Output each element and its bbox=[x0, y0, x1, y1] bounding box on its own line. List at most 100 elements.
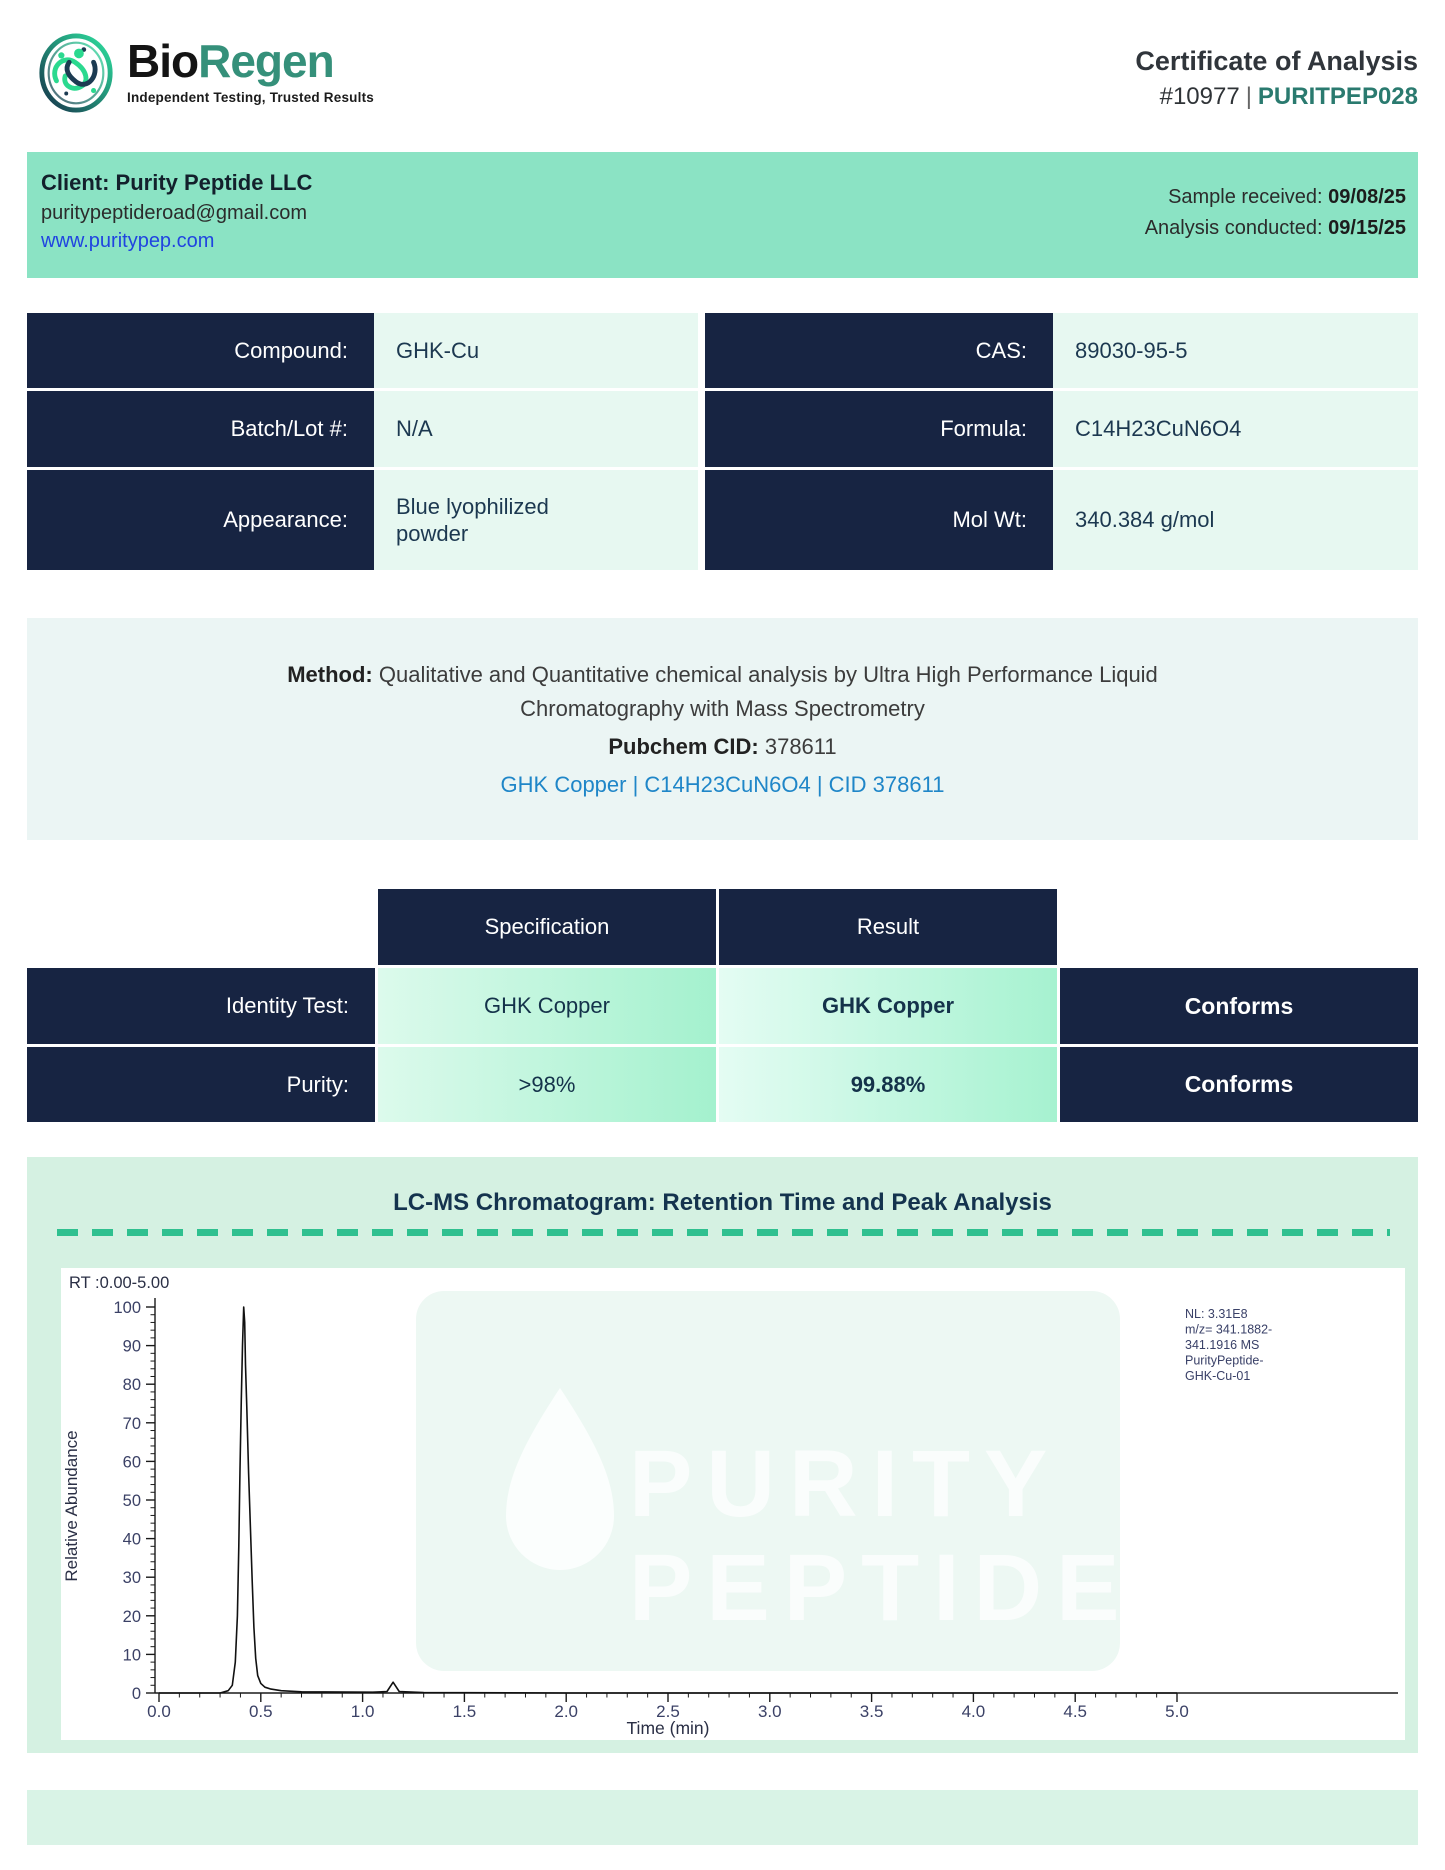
svg-text:1.0: 1.0 bbox=[351, 1702, 375, 1721]
batch-value: N/A bbox=[374, 391, 698, 467]
specification-header: Specification bbox=[378, 889, 716, 965]
analysis-dates: Sample received: 09/08/25 Analysis condu… bbox=[1145, 152, 1418, 278]
client-info-bar: Client: Purity Peptide LLC puritypeptide… bbox=[27, 152, 1418, 278]
brand-regen: Regen bbox=[198, 35, 335, 87]
id-separator: | bbox=[1245, 83, 1252, 111]
molwt-value: 340.384 g/mol bbox=[1053, 470, 1418, 570]
cas-value: 89030-95-5 bbox=[1053, 313, 1418, 388]
dashed-divider bbox=[57, 1229, 1390, 1236]
chromatogram-title: LC-MS Chromatogram: Retention Time and P… bbox=[393, 1189, 1052, 1216]
y-axis-title: Relative Abundance bbox=[62, 1430, 81, 1581]
footer-strip bbox=[27, 1790, 1418, 1845]
svg-text:0.5: 0.5 bbox=[249, 1702, 273, 1721]
compound-label: Compound: bbox=[27, 313, 374, 388]
svg-text:0: 0 bbox=[132, 1685, 141, 1703]
watermark-background bbox=[416, 1291, 1120, 1671]
purity-status: Conforms bbox=[1060, 1047, 1418, 1122]
svg-text:4.5: 4.5 bbox=[1063, 1702, 1087, 1721]
result-header: Result bbox=[719, 889, 1057, 965]
batch-label: Batch/Lot #: bbox=[27, 391, 374, 467]
svg-text:10: 10 bbox=[123, 1646, 141, 1664]
x-axis-title: Time (min) bbox=[627, 1718, 710, 1738]
report-code: PURITPEP028 bbox=[1257, 83, 1418, 111]
results-header-spacer bbox=[1060, 889, 1418, 965]
pubchem-link[interactable]: GHK Copper | C14H23CuN6O4 | CID 378611 bbox=[500, 772, 945, 797]
identity-test-status: Conforms bbox=[1060, 968, 1418, 1044]
svg-text:0.0: 0.0 bbox=[147, 1702, 171, 1721]
sample-received-date: 09/08/25 bbox=[1328, 186, 1406, 208]
method-panel: Method: Qualitative and Quantitative che… bbox=[27, 618, 1418, 840]
appearance-label: Appearance: bbox=[27, 470, 374, 570]
watermark-line2: PEPTIDE bbox=[629, 1535, 1134, 1641]
brand-name: BioRegen bbox=[127, 38, 374, 84]
formula-value: C14H23CuN6O4 bbox=[1053, 391, 1418, 467]
svg-text:3.0: 3.0 bbox=[758, 1702, 782, 1721]
chromatogram-panel: LC-MS Chromatogram: Retention Time and P… bbox=[27, 1157, 1418, 1753]
chromatogram-chart: PURITY PEPTIDE RT :0.00-5.00 0 10 20 30 40 50… bbox=[61, 1268, 1405, 1740]
molwt-label: Mol Wt: bbox=[705, 470, 1053, 570]
purity-result: 99.88% bbox=[719, 1047, 1057, 1122]
svg-text:5.0: 5.0 bbox=[1165, 1702, 1189, 1721]
droplet-icon bbox=[506, 1388, 614, 1570]
bioregen-logo-icon bbox=[39, 33, 113, 113]
chromatogram-svg: PURITY PEPTIDE RT :0.00-5.00 0 10 20 30 40 50… bbox=[62, 1274, 1398, 1738]
svg-text:40: 40 bbox=[123, 1531, 141, 1549]
svg-text:80: 80 bbox=[123, 1376, 141, 1394]
results-table: Specification Result Identity Test: GHK … bbox=[27, 889, 1418, 1122]
svg-text:60: 60 bbox=[123, 1453, 141, 1471]
annotation-mz2: 341.1916 MS bbox=[1185, 1338, 1259, 1352]
bioregen-logo-text: BioRegen Independent Testing, Trusted Re… bbox=[127, 30, 374, 105]
purity-label: Purity: bbox=[27, 1047, 375, 1122]
method-label: Method: bbox=[287, 662, 379, 687]
report-number: #10977 bbox=[1159, 83, 1240, 111]
svg-text:90: 90 bbox=[123, 1338, 141, 1356]
client-details: Client: Purity Peptide LLC puritypeptide… bbox=[27, 152, 312, 278]
pubchem-cid-line: Pubchem CID: 378611 bbox=[27, 730, 1418, 764]
client-name: Client: Purity Peptide LLC bbox=[41, 170, 313, 195]
rt-range-label: RT :0.00-5.00 bbox=[69, 1274, 169, 1292]
x-axis-ticks: 0.0 0.5 1.0 1.5 2.0 2.5 3.0 3.5 4.0 4.5 5.0 bbox=[147, 1693, 1189, 1721]
compound-info-table: Compound: GHK-Cu Batch/Lot #: N/A Appear… bbox=[27, 313, 1418, 570]
pubchem-cid-label: Pubchem CID: bbox=[608, 734, 765, 759]
certificate-title: Certificate of Analysis bbox=[1135, 46, 1418, 76]
compound-value: GHK-Cu bbox=[374, 313, 698, 388]
purity-spec: >98% bbox=[378, 1047, 716, 1122]
pubchem-cid-value: 378611 bbox=[764, 734, 837, 759]
svg-text:1.5: 1.5 bbox=[453, 1702, 477, 1721]
svg-text:20: 20 bbox=[123, 1608, 141, 1626]
compound-table-left: Compound: GHK-Cu Batch/Lot #: N/A Appear… bbox=[27, 313, 698, 570]
annotation-sample2: GHK-Cu-01 bbox=[1185, 1369, 1250, 1383]
chromatogram-trace bbox=[159, 1306, 1177, 1694]
brand-bio: Bio bbox=[127, 35, 199, 87]
formula-label: Formula: bbox=[705, 391, 1053, 467]
certificate-title-block: Certificate of Analysis #10977 | PURITPEP0… bbox=[1135, 46, 1418, 111]
svg-text:2.0: 2.0 bbox=[554, 1702, 578, 1721]
brand-tagline: Independent Testing, Trusted Results bbox=[127, 90, 374, 105]
client-email: puritypeptideroad@gmail.com bbox=[41, 202, 307, 224]
method-description: Method: Qualitative and Quantitative che… bbox=[287, 662, 1158, 721]
compound-table-right: CAS: 89030-95-5 Formula: C14H23CuN6O4 Mo… bbox=[705, 313, 1418, 570]
analysis-conducted-line: Analysis conducted: 09/15/25 bbox=[1144, 217, 1406, 239]
svg-text:2.5: 2.5 bbox=[656, 1702, 680, 1721]
svg-text:4.0: 4.0 bbox=[962, 1702, 986, 1721]
client-website-link[interactable]: www.puritypep.com bbox=[41, 230, 215, 252]
sample-received-line: Sample received: 09/08/25 bbox=[1168, 186, 1406, 208]
results-header-spacer bbox=[27, 889, 375, 965]
svg-text:50: 50 bbox=[123, 1492, 141, 1510]
svg-text:100: 100 bbox=[113, 1299, 141, 1317]
watermark-line1: PURITY bbox=[629, 1431, 1061, 1537]
identity-test-label: Identity Test: bbox=[27, 968, 375, 1044]
cas-label: CAS: bbox=[705, 313, 1053, 388]
annotation-sample1: PurityPeptide- bbox=[1185, 1354, 1264, 1368]
bioregen-logo: BioRegen Independent Testing, Trusted Re… bbox=[35, 30, 374, 116]
svg-text:30: 30 bbox=[123, 1569, 141, 1587]
identity-test-spec: GHK Copper bbox=[378, 968, 716, 1044]
y-axis-ticks: 0 10 20 30 40 50 60 70 80 90 100 bbox=[113, 1299, 155, 1703]
annotation-nl: NL: 3.31E8 bbox=[1185, 1307, 1248, 1321]
certificate-id: #10977 | PURITPEP028 bbox=[1135, 83, 1418, 111]
header: BioRegen Independent Testing, Trusted Re… bbox=[27, 28, 1418, 120]
appearance-value: Blue lyophilized powder bbox=[374, 470, 698, 570]
identity-test-result: GHK Copper bbox=[719, 968, 1057, 1044]
svg-text:3.5: 3.5 bbox=[860, 1702, 884, 1721]
